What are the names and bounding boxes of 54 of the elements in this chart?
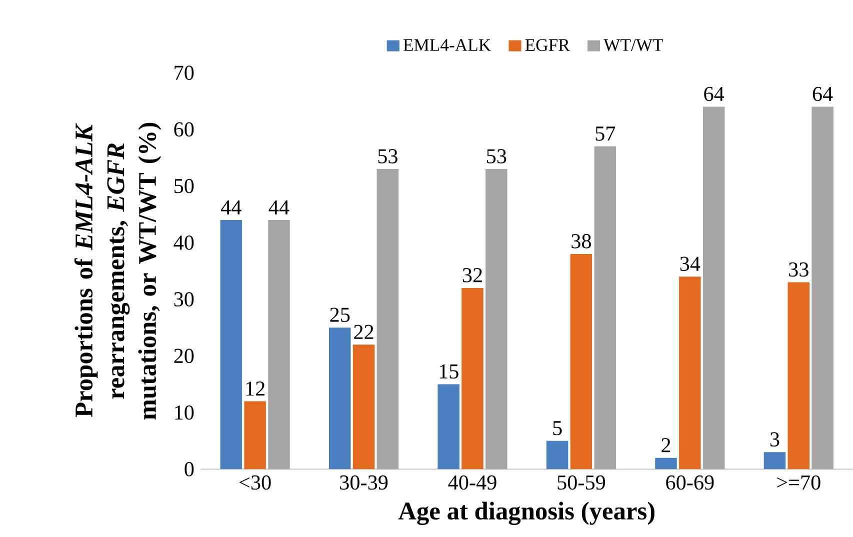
x-tick-label: <30 bbox=[240, 475, 271, 490]
data-label: 3 bbox=[770, 432, 780, 447]
data-label: 64 bbox=[704, 86, 724, 102]
x-tick-label: 40-49 bbox=[448, 475, 496, 490]
bar bbox=[655, 458, 677, 470]
y-tick-label: 60 bbox=[174, 122, 194, 137]
data-label: 5 bbox=[553, 421, 562, 436]
x-tick-label: 30-39 bbox=[340, 475, 388, 490]
data-label: 34 bbox=[680, 256, 700, 272]
bar bbox=[328, 328, 351, 470]
data-label: 2 bbox=[662, 438, 670, 452]
bar bbox=[788, 282, 810, 470]
data-label: 15 bbox=[440, 364, 458, 379]
data-label: 53 bbox=[378, 149, 398, 164]
legend-label: WT/WT bbox=[604, 39, 664, 52]
y-tick-label: 70 bbox=[174, 66, 194, 80]
bar bbox=[570, 254, 592, 470]
bar bbox=[268, 220, 290, 470]
data-label: 32 bbox=[462, 268, 482, 282]
y-tick-label: 0 bbox=[184, 462, 194, 476]
bar bbox=[220, 220, 242, 470]
y-tick-label: 50 bbox=[174, 178, 194, 194]
data-label: 64 bbox=[812, 86, 833, 102]
bar bbox=[244, 401, 266, 470]
bar bbox=[352, 344, 375, 470]
data-label: 33 bbox=[789, 262, 808, 277]
bar bbox=[438, 384, 460, 470]
data-label: 38 bbox=[572, 234, 591, 248]
bar bbox=[594, 146, 616, 470]
y-tick-label: 20 bbox=[174, 348, 194, 364]
bar bbox=[462, 288, 484, 470]
x-tick-label: >=70 bbox=[777, 475, 820, 490]
data-label: 44 bbox=[220, 200, 242, 214]
bar bbox=[546, 440, 568, 470]
data-label: 25 bbox=[330, 308, 350, 322]
y-tick-label: 10 bbox=[175, 405, 194, 420]
legend-label: EGFR bbox=[525, 39, 570, 52]
x-tick-label: 60-69 bbox=[666, 475, 714, 490]
legend-label: EML4-ALK bbox=[403, 39, 491, 51]
data-label: 22 bbox=[354, 324, 374, 339]
bar bbox=[812, 106, 834, 470]
data-label: 12 bbox=[246, 382, 264, 396]
bar bbox=[702, 106, 725, 470]
bar bbox=[486, 169, 508, 470]
y-tick-label: 40 bbox=[174, 236, 194, 250]
bar bbox=[764, 452, 786, 470]
y-tick-label: 30 bbox=[174, 292, 194, 306]
bar bbox=[679, 276, 701, 470]
data-label: 44 bbox=[268, 200, 290, 214]
bar bbox=[376, 169, 399, 470]
x-axis-title: Age at diagnosis (years) bbox=[398, 502, 654, 526]
data-label: 57 bbox=[596, 126, 616, 141]
data-label: 53 bbox=[487, 149, 506, 164]
x-tick-label: 50-59 bbox=[558, 475, 606, 490]
